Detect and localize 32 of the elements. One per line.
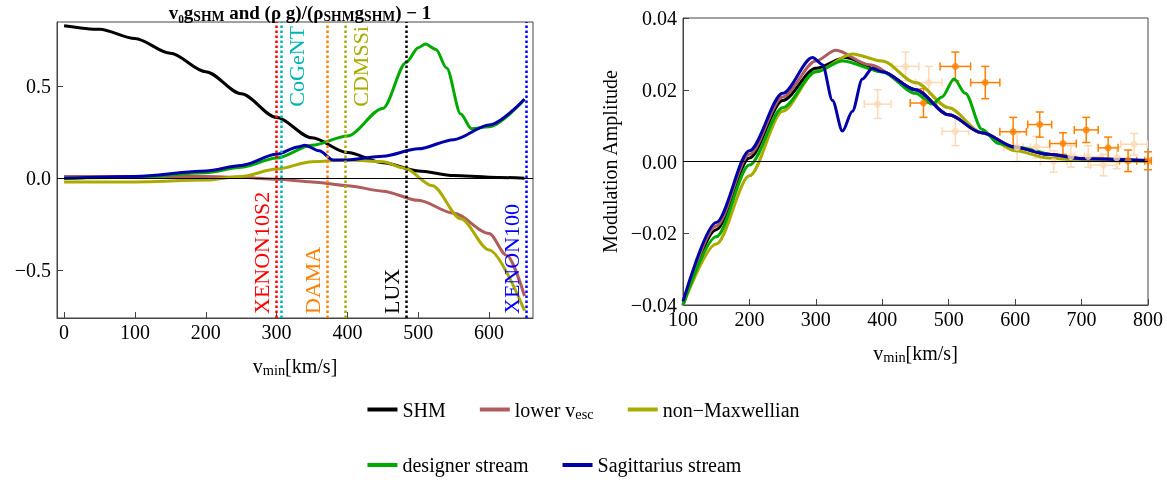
y-axis-title: Modulation Amplitude — [598, 69, 622, 253]
legend-label: Sagittarius stream — [597, 454, 742, 477]
ref-line-label: XENON10S2 — [249, 191, 275, 314]
x-tick-label: 700 — [1066, 308, 1097, 330]
x-tick-label: 600 — [1000, 308, 1031, 330]
y-tick-label: −0.02 — [630, 222, 677, 245]
y-tick-label: 0.04 — [642, 7, 677, 29]
x-tick-label: 600 — [474, 321, 505, 343]
ref-line-label: XENON100 — [499, 204, 525, 314]
x-tick-label: 300 — [800, 308, 831, 330]
x-tick-label: 300 — [261, 321, 292, 343]
x-tick-label: 500 — [403, 321, 434, 343]
x-tick-label: 0 — [59, 321, 70, 343]
x-tick-label: 100 — [119, 321, 150, 343]
y-tick-label: 0.0 — [26, 167, 51, 190]
x-tick-label: 500 — [933, 308, 964, 330]
y-tick-label: −0.5 — [14, 259, 51, 282]
y-tick-label: 0.00 — [642, 150, 677, 173]
x-tick-label: 200 — [734, 308, 765, 330]
x-tick-label: 800 — [1133, 308, 1163, 330]
ref-line-label: CDMSSi — [347, 26, 373, 107]
x-tick-label: 400 — [867, 308, 898, 330]
ref-line-label: LUX — [378, 268, 404, 314]
y-tick-label: 0.5 — [26, 75, 51, 98]
x-tick-label: 400 — [332, 321, 363, 343]
legend-label: non−Maxwellian — [662, 398, 800, 421]
y-tick-label: 0.02 — [642, 78, 677, 101]
x-tick-label: 200 — [190, 321, 221, 343]
legend-label: designer stream — [402, 454, 529, 477]
legend-label: SHM — [402, 398, 447, 421]
ref-line-label: CoGeNT — [284, 25, 310, 107]
ref-line-label: DAMA — [300, 246, 326, 314]
